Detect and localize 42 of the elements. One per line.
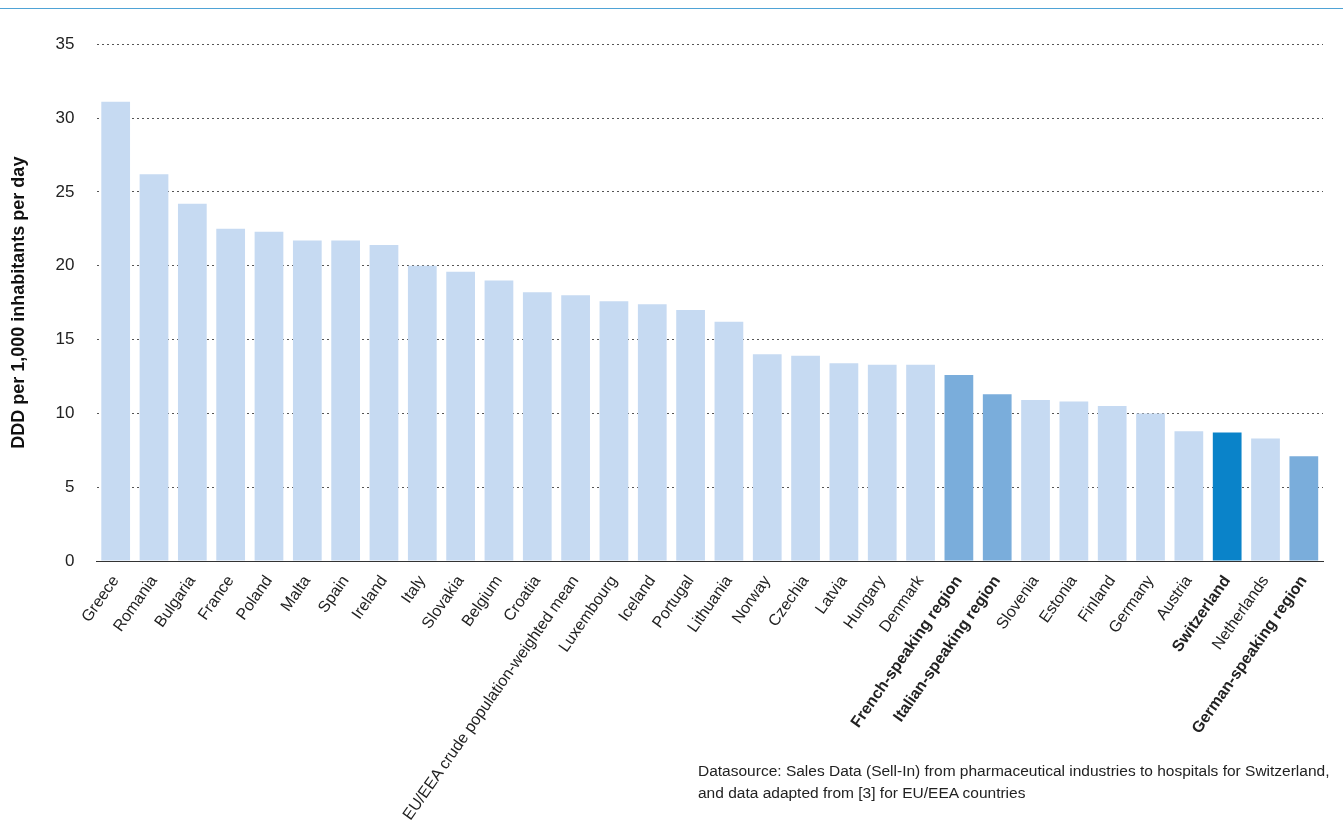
bar: [484, 280, 514, 561]
bar: [1212, 432, 1242, 561]
bar: [139, 174, 169, 561]
y-tick-label: 20: [55, 255, 75, 275]
bar: [1059, 401, 1089, 561]
bar: [982, 394, 1012, 561]
bar: [177, 203, 207, 561]
bar: [1251, 438, 1280, 561]
bar: [1289, 456, 1319, 561]
y-tick-label: 30: [55, 107, 75, 127]
y-tick-label: 25: [55, 181, 75, 201]
bar: [714, 321, 744, 561]
bar: [254, 231, 284, 561]
bar: [906, 364, 935, 561]
bar: [292, 240, 322, 561]
bar: [522, 292, 552, 561]
bar: [1174, 431, 1204, 561]
y-tick-label: 15: [55, 329, 75, 349]
y-tick-label: 10: [55, 403, 75, 423]
y-tick-label: 5: [65, 476, 75, 496]
bar: [829, 363, 859, 561]
bar: [407, 265, 437, 561]
y-tick-label: 0: [65, 550, 75, 570]
bar: [331, 240, 361, 561]
text: Datasource: Sales Data (Sell-In) from pharmaceutical industries to hospitals for Switzerland, and data adapted from [3] for EU/EEA countries: [698, 761, 1331, 803]
bar: [1136, 413, 1165, 561]
y-axis-title: DDD per 1,000 inhabitants per day: [7, 156, 28, 449]
bar: [369, 245, 399, 561]
bar: [101, 101, 131, 561]
bar: [1021, 400, 1050, 561]
bar: [637, 304, 667, 561]
bar: [446, 271, 475, 561]
bar: [1097, 406, 1127, 561]
bar: [561, 295, 590, 561]
bar: [867, 364, 897, 561]
bar: [791, 355, 820, 561]
bar: [216, 228, 246, 561]
bar: [676, 310, 705, 561]
bar: [599, 301, 629, 561]
y-tick-label: 35: [55, 33, 75, 53]
bar: [752, 354, 782, 561]
bar: [944, 375, 974, 561]
